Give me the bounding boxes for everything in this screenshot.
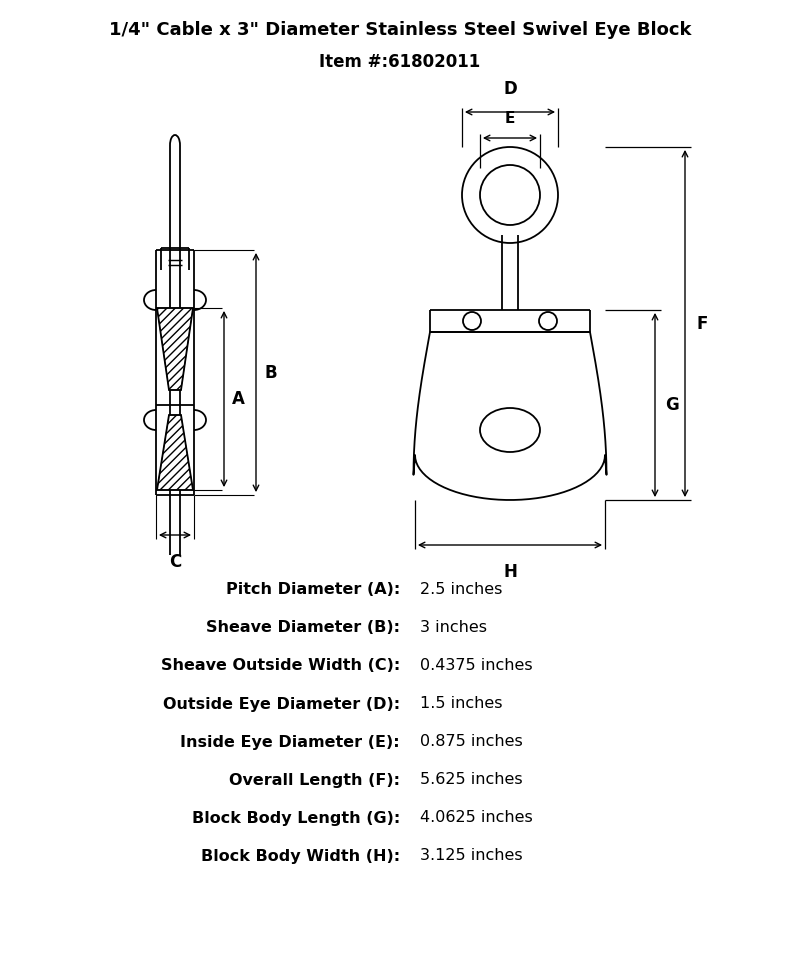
Text: 3.125 inches: 3.125 inches (420, 849, 522, 863)
Polygon shape (157, 308, 193, 390)
Text: Outside Eye Diameter (D):: Outside Eye Diameter (D): (163, 697, 400, 711)
Text: Block Body Length (G):: Block Body Length (G): (192, 811, 400, 825)
Text: Item #:61802011: Item #:61802011 (319, 53, 481, 71)
Text: G: G (665, 396, 678, 414)
Text: A: A (232, 390, 245, 408)
Text: Sheave Outside Width (C):: Sheave Outside Width (C): (161, 659, 400, 673)
Polygon shape (157, 415, 193, 490)
Text: Pitch Diameter (A):: Pitch Diameter (A): (226, 582, 400, 598)
Text: 4.0625 inches: 4.0625 inches (420, 811, 533, 825)
Text: 0.875 inches: 0.875 inches (420, 734, 522, 750)
Text: 5.625 inches: 5.625 inches (420, 772, 522, 788)
Text: Overall Length (F):: Overall Length (F): (229, 772, 400, 788)
Text: B: B (264, 363, 277, 381)
Text: 2.5 inches: 2.5 inches (420, 582, 502, 598)
Text: E: E (505, 111, 515, 126)
Text: 1.5 inches: 1.5 inches (420, 697, 502, 711)
Text: 0.4375 inches: 0.4375 inches (420, 659, 533, 673)
Text: Sheave Diameter (B):: Sheave Diameter (B): (206, 620, 400, 636)
Text: 3 inches: 3 inches (420, 620, 487, 636)
Text: D: D (503, 80, 517, 98)
Text: Block Body Width (H):: Block Body Width (H): (201, 849, 400, 863)
Text: F: F (697, 315, 708, 333)
Text: Inside Eye Diameter (E):: Inside Eye Diameter (E): (180, 734, 400, 750)
Text: 1/4" Cable x 3" Diameter Stainless Steel Swivel Eye Block: 1/4" Cable x 3" Diameter Stainless Steel… (109, 21, 691, 39)
Text: H: H (503, 563, 517, 581)
Text: C: C (169, 553, 181, 571)
